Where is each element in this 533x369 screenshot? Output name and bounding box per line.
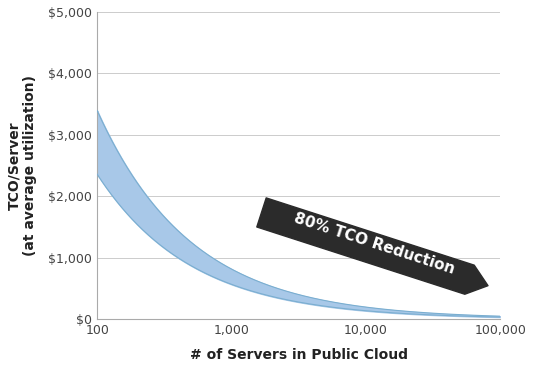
Text: 80% TCO Reduction: 80% TCO Reduction	[293, 211, 457, 277]
X-axis label: # of Servers in Public Cloud: # of Servers in Public Cloud	[190, 348, 408, 362]
FancyArrowPatch shape	[257, 198, 488, 294]
Y-axis label: TCO/Server
(at average utilization): TCO/Server (at average utilization)	[7, 75, 37, 256]
